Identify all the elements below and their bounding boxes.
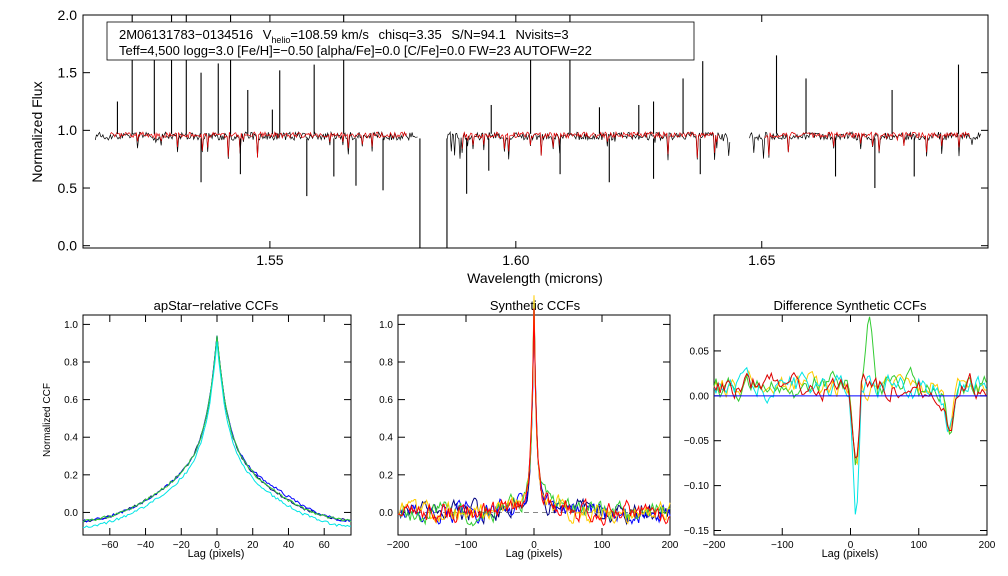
synthetic-ccf-x-tick-label: −200 — [387, 540, 410, 551]
apstar-ccf-x-axis-label: Lag (pixels) — [188, 548, 245, 560]
difference-ccf-x-tick-label: −100 — [771, 540, 794, 551]
synthetic-ccf-x-axis-label: Lag (pixels) — [506, 548, 563, 560]
synthetic-ccf-y-tick-label: 0.6 — [379, 395, 393, 406]
spectrum-y-tick-label: 0.0 — [58, 238, 78, 254]
apstar-ccf-x-tick-label: 60 — [319, 540, 331, 551]
apstar-ccf-panel: apStar−relative CCFs −60 −40 −20 0 20 40 60 0.0… — [42, 298, 352, 560]
synthetic-ccf-line-4 — [397, 295, 671, 525]
synthetic-ccf-x-tick-label: 100 — [594, 540, 611, 551]
difference-ccf-y-tick-label: 0.05 — [690, 346, 710, 357]
synthetic-ccf-y-tick-label: 0.4 — [379, 433, 393, 444]
apstar-ccf-x-tick-label: 40 — [283, 540, 295, 551]
apstar-ccf-line-4 — [82, 341, 352, 528]
apstar-ccf-y-tick-label: 0.6 — [64, 395, 78, 406]
model-spectrum-chip-3 — [764, 131, 971, 156]
difference-ccf-panel: Difference Synthetic CCFs −200 −100 0 100 20… — [684, 298, 996, 560]
apstar-ccf-y-tick-label: 0.8 — [64, 358, 78, 369]
apstar-ccf-x-tick-label: −60 — [101, 540, 118, 551]
difference-ccf-y-tick-label: −0.05 — [684, 436, 710, 447]
spectrum-y-tick-label: 1.5 — [58, 65, 78, 81]
synthetic-ccf-title: Synthetic CCFs — [490, 298, 581, 313]
spectrum-panel: 1.55 1.60 1.65 0.0 0.5 1.0 1.5 2.0 Wavelength (… — [29, 7, 989, 286]
observed-spectrum-chip-2 — [446, 130, 731, 161]
difference-ccf-line-4 — [713, 371, 987, 459]
apstar-ccf-title: apStar−relative CCFs — [154, 298, 279, 313]
synthetic-ccf-x-tick-label: −100 — [455, 540, 478, 551]
synthetic-ccf-x-tick-label: 0 — [531, 540, 537, 551]
synthetic-ccf-axes-frame — [397, 314, 671, 536]
synthetic-ccf-line-2 — [397, 306, 671, 525]
difference-ccf-line-3 — [713, 366, 987, 515]
difference-ccf-y-tick-label: −0.15 — [684, 526, 710, 537]
spectrum-x-axis-label: Wavelength (microns) — [467, 270, 603, 286]
spectrum-x-tick-label: 1.60 — [502, 252, 529, 268]
apstar-ccf-x-tick-label: 0 — [214, 540, 220, 551]
spectrum-y-axis-label: Normalized Flux — [29, 81, 45, 182]
nvisits-value: Nvisits=3 — [516, 27, 569, 42]
apstar-ccf-y-tick-label: 0.2 — [64, 470, 78, 481]
difference-ccf-y-tick-label: −0.10 — [684, 481, 710, 492]
model-spectrum-chip-1 — [110, 130, 407, 158]
spectrum-y-tick-label: 0.5 — [58, 180, 78, 196]
apstar-ccf-x-tick-label: −20 — [173, 540, 190, 551]
spectrum-x-tick-label: 1.55 — [256, 252, 283, 268]
model-spectrum-series — [110, 130, 971, 158]
synthetic-ccf-y-tick-label: 0.2 — [379, 470, 393, 481]
info-line-2: Teff=4,500 logg=3.0 [Fe/H]=−0.50 [alpha/… — [119, 43, 592, 58]
model-spectrum-chip-2 — [461, 130, 719, 158]
difference-ccf-x-axis-label: Lag (pixels) — [822, 548, 879, 560]
apstar-ccf-y-tick-label: 0.0 — [64, 508, 78, 519]
chisq-value: chisq=3.35 — [378, 27, 441, 42]
spectrum-axes-frame — [82, 14, 989, 249]
info-box — [106, 21, 695, 61]
vhelio-subscript: helio — [271, 35, 290, 45]
difference-ccf-title: Difference Synthetic CCFs — [774, 298, 927, 313]
apstar-ccf-line-2 — [82, 335, 352, 523]
synthetic-ccf-y-tick-label: 0.8 — [379, 358, 393, 369]
apstar-ccf-axes-frame — [82, 314, 352, 536]
synthetic-ccf-line-5 — [397, 308, 671, 527]
synthetic-ccf-x-tick-label: 200 — [662, 540, 679, 551]
difference-ccf-x-tick-label: 0 — [848, 540, 854, 551]
apstar-ccf-y-tick-label: 1.0 — [64, 320, 78, 331]
difference-ccf-x-tick-label: −200 — [703, 540, 726, 551]
spectrum-y-tick-label: 1.0 — [58, 122, 78, 138]
apstar-ccf-y-tick-label: 0.4 — [64, 433, 78, 444]
object-id: 2M06131783−0134516 — [119, 27, 253, 42]
vhelio-value: =108.59 km/s — [290, 27, 369, 42]
synthetic-ccf-panel: Synthetic CCFs −200 −100 0 100 200 0.0 0.2 0.4 0… — [379, 295, 679, 560]
apstar-ccf-line-3 — [82, 335, 352, 523]
info-line-1: 2M06131783−0134516 Vhelio=108.59 km/s ch… — [119, 27, 569, 45]
difference-ccf-x-tick-label: 200 — [979, 540, 996, 551]
vhelio-prefix: V — [263, 27, 272, 42]
apstar-ccf-line-1 — [82, 335, 352, 523]
apstar-ccf-x-tick-label: 20 — [247, 540, 259, 551]
spectrum-x-tick-label: 1.65 — [748, 252, 775, 268]
apstar-ccf-y-axis-label: Normalized CCF — [42, 383, 53, 457]
synthetic-ccf-y-tick-label: 0.0 — [379, 508, 393, 519]
sn-value: S/N=94.1 — [451, 27, 506, 42]
difference-ccf-y-tick-label: 0.00 — [690, 391, 710, 402]
synthetic-ccf-y-tick-label: 1.0 — [379, 320, 393, 331]
spectrum-y-tick-label: 2.0 — [58, 7, 78, 23]
difference-ccf-x-tick-label: 100 — [910, 540, 927, 551]
apstar-ccf-x-tick-label: −40 — [137, 540, 154, 551]
